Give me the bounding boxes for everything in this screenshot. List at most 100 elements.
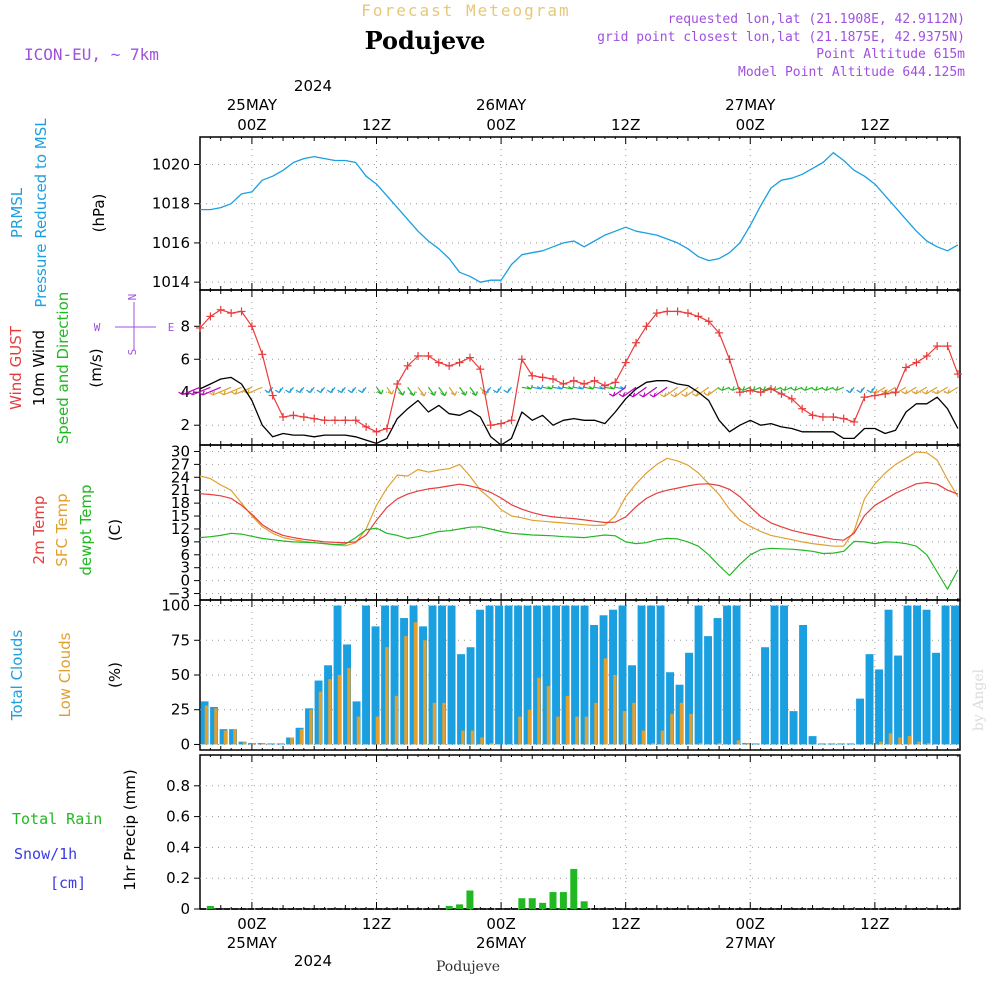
date-label-bottom-4: 27MAY [725,934,776,952]
wind-arrow-head-a-59 [800,387,806,391]
rain-bar-7 [549,892,557,909]
wind-arrow-59 [804,386,813,391]
wind-arrow-head-b-28 [486,388,490,393]
total-cloud-bar-13 [324,665,332,745]
header-altitude: Point Altitude 615m [816,47,965,62]
compass-s: S [126,349,139,356]
wind-arrow-43 [632,386,647,398]
low-cloud-bar-28 [470,730,475,745]
wind-arrow-head-a-34 [557,386,563,390]
wind-arrow-head-a-73 [943,390,949,394]
total-cloud-bar-64 [808,736,817,745]
ytick-label-0-3: 1020 [152,155,190,173]
total-cloud-bar-60 [770,605,779,745]
date-label-top-4: 27MAY [725,96,776,114]
total-cloud-bar-5 [248,743,256,745]
series-2-2m-temp [199,481,959,544]
total-cloud-bar-73 [894,655,902,745]
low-cloud-bar-41 [594,702,598,745]
low-cloud-bar-12 [318,691,323,745]
wind-arrow-head-a-70 [911,390,917,395]
wind-arrow-head-b-21 [423,391,427,397]
total-cloud-bar-14 [333,605,342,745]
wind-label-gust: Wind GUST [7,325,25,410]
wind-arrow-45 [653,386,668,398]
total-cloud-bar-57 [742,743,750,745]
wind-arrow-head-a-48 [681,393,686,397]
wind-arrow-head-b-45 [653,392,656,398]
footer-location: Podujeve [436,959,500,975]
wind-arrow-head-a-52 [728,387,733,391]
total-cloud-bar-41 [590,625,598,745]
wind-arrow-26 [469,386,477,396]
wind-arrow-head-b-49 [695,391,699,397]
total-cloud-bar-68 [846,743,855,745]
ytick-label-1-2: 6 [180,350,190,368]
series-2-sfc-temp [199,451,959,547]
rain-bar-2 [456,904,464,909]
total-cloud-bar-38 [561,605,570,745]
low-cloud-bar-19 [385,647,389,745]
low-cloud-bar-27 [461,730,465,745]
low-cloud-bar-30 [489,743,494,745]
total-cloud-bar-12 [314,680,323,745]
total-cloud-bar-9 [286,737,294,745]
header-requested: requested lon,lat (21.1908E, 42.9112N) [668,12,965,27]
total-cloud-bar-1 [210,706,218,745]
time-label-bottom-4: 00Z [736,915,765,933]
low-cloud-bar-49 [670,713,674,745]
date-label-top-2: 26MAY [476,96,527,114]
wind-arrow-head-a-72 [932,390,938,395]
total-cloud-bar-10 [295,727,304,745]
wind-arrow-head-b-48 [684,392,688,397]
wind-arrow-head-b-58 [794,386,797,391]
wind-arrow-head-a-42 [618,393,624,398]
total-cloud-bar-51 [685,652,693,745]
wind-arrow-61 [825,386,834,391]
wind-arrow-head-a-19 [398,392,404,396]
wind-arrow-head-a-23 [440,392,446,397]
wind-arrow-19 [396,386,404,396]
wind-arrow-head-a-26 [471,392,477,396]
wind-arrow-head-b-11 [309,388,313,393]
low-cloud-bar-37 [556,716,560,745]
temp-label-dewpt: dewpt Temp [77,484,95,575]
ytick-label-2-8: 21 [171,481,190,499]
total-cloud-bar-2 [219,729,228,745]
wind-arrow-0 [182,386,201,396]
time-label-top-1: 12Z [362,116,391,134]
low-cloud-bar-42 [603,658,608,745]
low-cloud-bar-43 [613,675,617,745]
total-cloud-bar-67 [837,743,845,745]
low-cloud-bar-44 [622,711,627,745]
precip-unit: 1hr Precip (mm) [121,769,139,890]
wind-arrow-head-b-50 [707,391,710,396]
total-cloud-bar-48 [656,605,665,745]
watermark: by Angel [971,668,987,731]
wind-arrow-head-b-3 [212,390,216,396]
wind-arrow-head-b-10 [299,388,303,393]
low-cloud-bar-38 [565,695,570,745]
wind-arrow-head-b-55 [763,386,766,391]
total-cloud-bar-63 [799,625,807,745]
wind-arrow-49 [696,386,710,397]
low-cloud-bar-73 [898,737,902,745]
wind-arrow-60 [815,386,824,391]
wind-arrow-24 [448,386,456,396]
rain-bar-9 [570,868,578,909]
low-cloud-bar-23 [423,640,427,745]
wind-arrow-head-a-37 [588,386,594,390]
ytick-label-2-3: 6 [180,546,190,564]
wind-arrow-head-a-39 [609,386,615,390]
wind-arrow-head-b-13 [330,388,334,393]
wind-arrow-head-b-37 [592,384,596,390]
compass-n: N [126,294,139,301]
wind-arrow-head-b-46 [663,392,667,398]
wind-labels: Wind GUST 10m Wind Speed and Direction (… [7,292,105,445]
total-cloud-bar-58 [751,743,760,745]
wind-arrow-23 [438,386,446,397]
low-cloud-bar-72 [888,733,893,745]
wind-arrow-head-b-0 [182,390,185,395]
low-cloud-bar-74 [907,736,912,745]
ytick-label-4-3: 0.6 [166,808,190,826]
